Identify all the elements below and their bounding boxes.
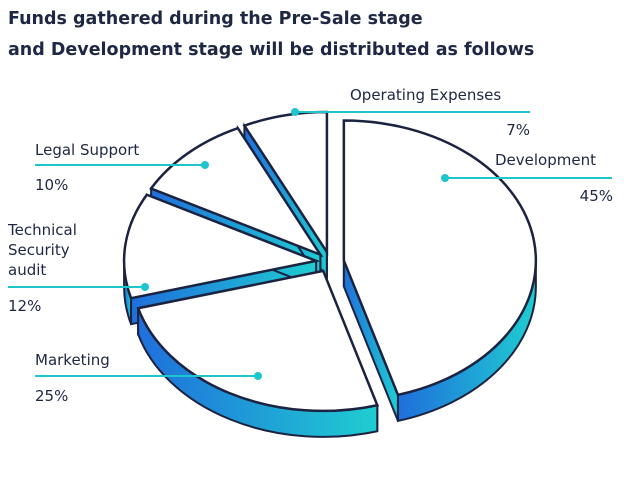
value-label: 12%	[8, 297, 42, 315]
leader-dot	[441, 174, 449, 182]
slice-label: Marketing	[35, 351, 110, 369]
chart-title: Funds gathered during the Pre-Sale stage…	[8, 9, 535, 60]
leader-dot	[291, 108, 299, 116]
leader-dot	[254, 372, 262, 380]
slice	[149, 126, 324, 258]
slice	[122, 193, 321, 300]
slice-label: Legal Support	[35, 141, 140, 159]
value-label: 25%	[35, 387, 69, 405]
leader-dot	[141, 283, 149, 291]
slice-label: Development	[495, 151, 596, 169]
slice-label: Technical Security audit	[8, 221, 77, 279]
slice-label: Operating Expenses	[350, 86, 502, 104]
value-label: 45%	[579, 187, 613, 205]
value-label: 10%	[35, 176, 69, 194]
slice	[342, 119, 538, 397]
leader-dot	[201, 161, 209, 169]
value-label: 7%	[506, 121, 530, 139]
